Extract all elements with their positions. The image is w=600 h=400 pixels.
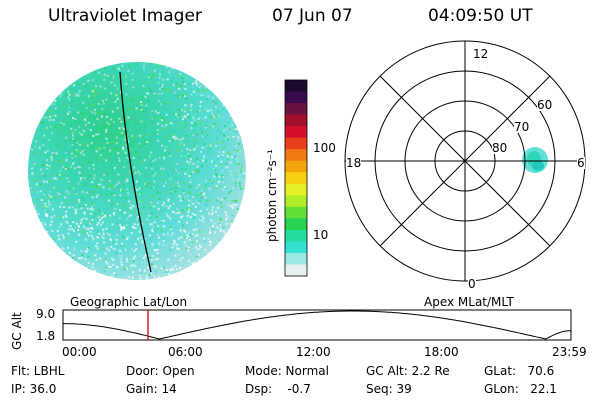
mlt-label-0: 0 (468, 277, 476, 291)
date-label: 07 Jun 07 (272, 6, 353, 26)
colorbar-segment (285, 91, 307, 104)
colorbar-segment (285, 264, 307, 277)
terminator-line (119, 71, 152, 273)
info-filter: Flt: LBHL (11, 364, 65, 378)
info-gain: Gain: 14 (126, 382, 177, 396)
colorbar-segment (285, 195, 307, 208)
info-glon: GLon: 22.1 (484, 382, 557, 396)
info-seq: Seq: 39 (366, 382, 412, 396)
alt-tick-9: 9.0 (36, 307, 56, 321)
info-dsp: Dsp: -0.7 (245, 382, 311, 396)
info-glat: GLat: 70.6 (484, 364, 555, 378)
colorbar-segment (285, 160, 307, 173)
colorbar-segment (285, 218, 307, 231)
time-tick-1800: 18:00 (424, 345, 459, 359)
info-mode: Mode: Normal (245, 364, 329, 378)
auroral-patch (522, 147, 548, 173)
altitude-curve (63, 310, 572, 340)
colorbar-segment (285, 252, 307, 266)
mlat-label-60: 60 (537, 98, 553, 112)
colorbar (284, 79, 308, 277)
apex-caption: Apex MLat/MLT (424, 295, 514, 309)
time-label: 04:09:50 UT (428, 6, 533, 26)
colorbar-segment (285, 183, 307, 196)
colorbar-segment (285, 172, 307, 185)
mlat-label-70: 70 (514, 120, 530, 134)
time-tick-0000: 00:00 (62, 345, 97, 359)
colorbar-tick-100: 100 (313, 141, 336, 155)
colorbar-segment (285, 229, 307, 243)
instrument-title: Ultraviolet Imager (48, 6, 202, 26)
mlt-label-18: 18 (346, 156, 362, 170)
time-tick-0600: 06:00 (168, 345, 203, 359)
alt-axis-label: GC Alt (10, 312, 24, 350)
mlt-label-12: 12 (473, 47, 489, 61)
colorbar-segment (285, 149, 307, 162)
colorbar-segment (285, 126, 307, 139)
info-ip: IP: 36.0 (11, 382, 57, 396)
info-door: Door: Open (126, 364, 195, 378)
colorbar-segment (285, 241, 307, 254)
colorbar-segment (285, 206, 307, 219)
colorbar-segment (285, 114, 307, 127)
colorbar-segment (285, 137, 307, 150)
alt-tick-1-8: 1.8 (36, 329, 56, 343)
colorbar-segment (285, 80, 307, 93)
time-tick-1200: 12:00 (296, 345, 331, 359)
mlat-label-80: 80 (492, 141, 508, 155)
info-gc-alt: GC Alt: 2.2 Re (366, 364, 450, 378)
mlt-label-6: 6 (577, 156, 585, 170)
colorbar-tick-10: 10 (313, 228, 329, 242)
time-tick-2359: 23:59 (552, 345, 587, 359)
colorbar-segment (285, 103, 307, 116)
geographic-caption: Geographic Lat/Lon (70, 295, 188, 309)
